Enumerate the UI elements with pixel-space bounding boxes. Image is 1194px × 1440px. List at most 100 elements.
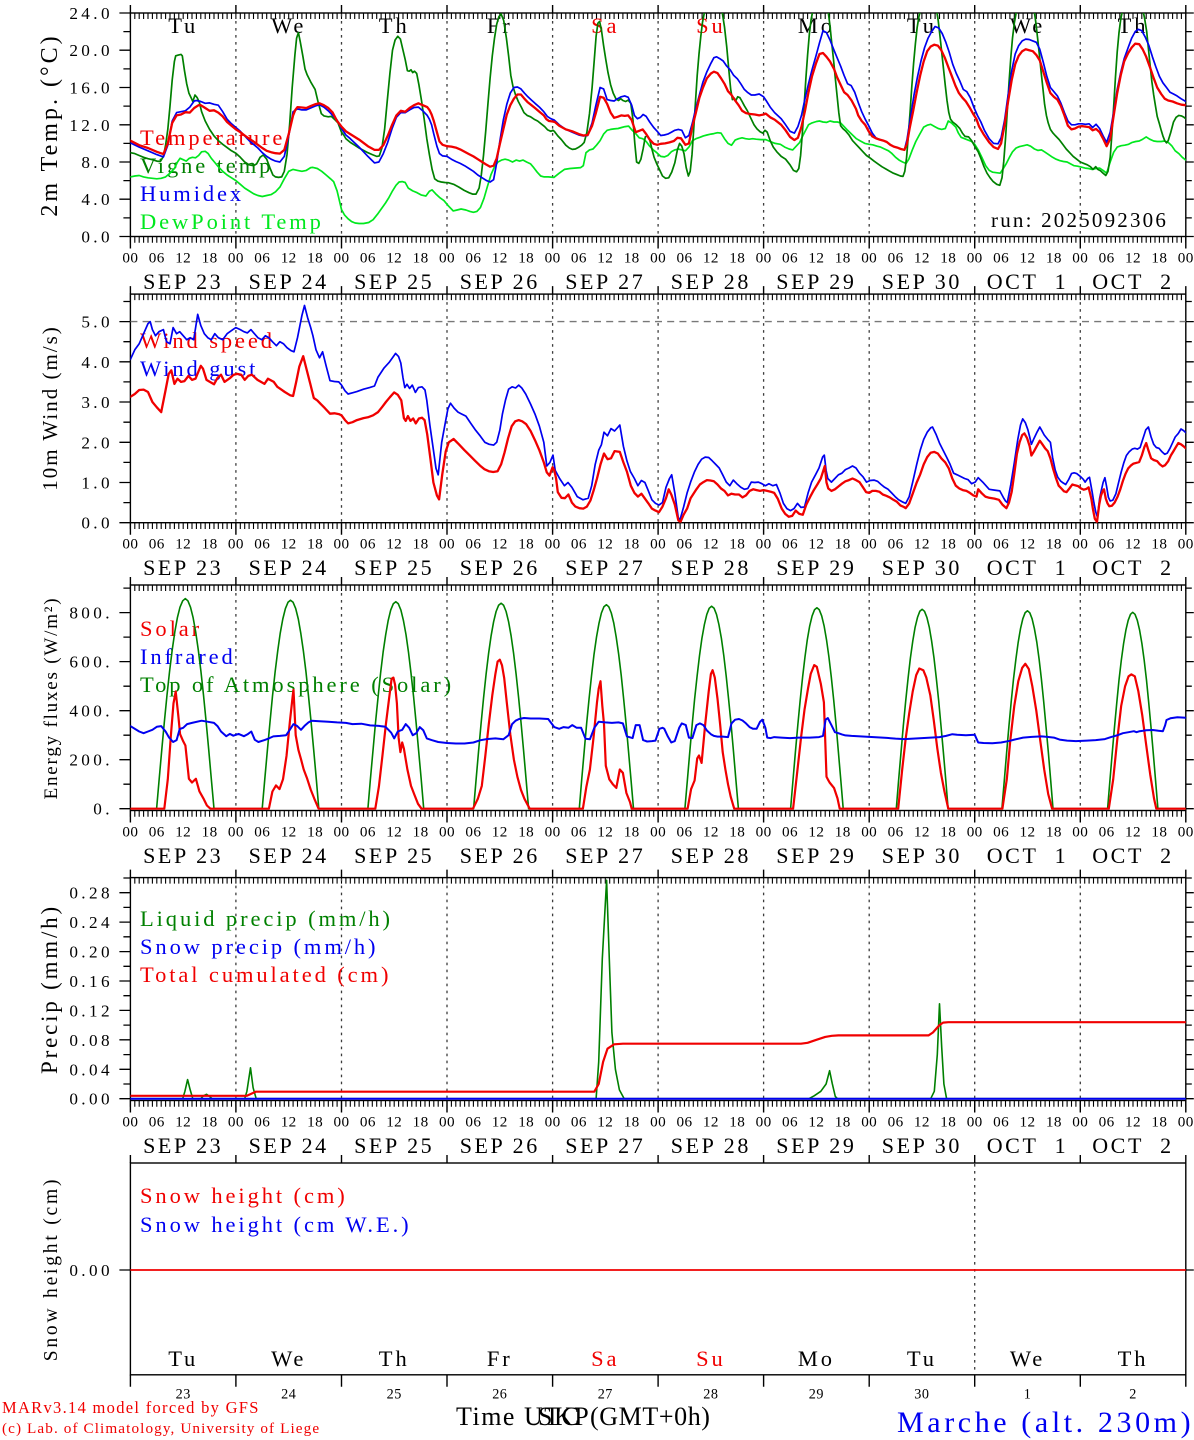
svg-text:8.0: 8.0 (81, 153, 113, 172)
svg-text:06: 06 (360, 1113, 376, 1130)
svg-text:SEP 25: SEP 25 (354, 269, 434, 294)
svg-text:Tu: Tu (168, 13, 198, 38)
svg-text:12: 12 (703, 823, 719, 840)
svg-text:24.0: 24.0 (69, 4, 113, 23)
svg-text:06: 06 (571, 1113, 587, 1130)
svg-text:00: 00 (756, 249, 772, 266)
svg-text:Liquid precip (mm/h): Liquid precip (mm/h) (140, 906, 393, 931)
svg-text:SEP 27: SEP 27 (565, 269, 645, 294)
svg-text:Th: Th (1118, 13, 1149, 38)
svg-text:Snow height (cm): Snow height (cm) (140, 1183, 348, 1208)
svg-text:18: 18 (1151, 249, 1167, 266)
svg-text:12: 12 (597, 249, 613, 266)
svg-text:00: 00 (861, 1113, 877, 1130)
svg-text:00: 00 (650, 536, 666, 553)
svg-text:00: 00 (122, 249, 138, 266)
svg-text:12: 12 (914, 1113, 930, 1130)
svg-text:06: 06 (360, 823, 376, 840)
svg-text:Tu: Tu (168, 1346, 198, 1371)
svg-text:2m Temp. (°C): 2m Temp. (°C) (37, 33, 63, 216)
svg-text:00: 00 (228, 536, 244, 553)
svg-text:00: 00 (861, 536, 877, 553)
svg-text:SEP 24: SEP 24 (249, 269, 329, 294)
svg-text:18: 18 (202, 536, 218, 553)
svg-text:06: 06 (149, 536, 165, 553)
svg-text:00: 00 (1072, 536, 1088, 553)
svg-text:18: 18 (729, 249, 745, 266)
svg-text:12: 12 (1020, 249, 1036, 266)
svg-text:(GMT+0h): (GMT+0h) (590, 1402, 711, 1431)
svg-text:OCT 1: OCT 1 (987, 555, 1069, 580)
svg-text:16.0: 16.0 (69, 79, 113, 98)
svg-text:06: 06 (993, 536, 1009, 553)
svg-text:00: 00 (439, 536, 455, 553)
svg-text:18: 18 (729, 536, 745, 553)
svg-text:00: 00 (122, 1113, 138, 1130)
svg-text:06: 06 (677, 823, 693, 840)
svg-text:25: 25 (387, 1387, 402, 1403)
svg-text:12: 12 (1125, 823, 1141, 840)
svg-text:06: 06 (254, 1113, 270, 1130)
svg-text:400.: 400. (69, 702, 113, 721)
svg-text:OCT 2: OCT 2 (1092, 843, 1174, 868)
svg-text:12: 12 (175, 1113, 191, 1130)
svg-text:DewPoint Temp: DewPoint Temp (140, 209, 324, 234)
svg-text:1.0: 1.0 (81, 474, 113, 493)
svg-text:Fr: Fr (487, 1346, 513, 1371)
svg-text:12: 12 (386, 536, 402, 553)
svg-text:We: We (271, 13, 306, 38)
svg-text:00: 00 (756, 536, 772, 553)
svg-text:06: 06 (465, 823, 481, 840)
svg-text:4.0: 4.0 (81, 190, 113, 209)
svg-text:Th: Th (1118, 1346, 1149, 1371)
svg-text:06: 06 (677, 536, 693, 553)
svg-text:12: 12 (386, 1113, 402, 1130)
svg-text:06: 06 (782, 1113, 798, 1130)
svg-text:30: 30 (914, 1387, 929, 1403)
svg-text:00: 00 (1072, 823, 1088, 840)
svg-text:Snow precip (mm/h): Snow precip (mm/h) (140, 934, 378, 959)
svg-text:SEP 29: SEP 29 (776, 269, 856, 294)
svg-text:SEP 29: SEP 29 (776, 555, 856, 580)
svg-text:18: 18 (1151, 823, 1167, 840)
svg-text:SEP 26: SEP 26 (460, 1133, 540, 1158)
svg-text:SEP 30: SEP 30 (882, 555, 962, 580)
svg-text:00: 00 (756, 823, 772, 840)
svg-text:800.: 800. (69, 604, 113, 623)
svg-text:06: 06 (465, 1113, 481, 1130)
svg-text:00: 00 (334, 249, 350, 266)
svg-text:Su: Su (696, 1346, 726, 1371)
svg-text:00: 00 (439, 249, 455, 266)
svg-text:06: 06 (149, 823, 165, 840)
svg-text:OCT 1: OCT 1 (987, 1133, 1069, 1158)
svg-text:12: 12 (1125, 1113, 1141, 1130)
svg-text:00: 00 (756, 1113, 772, 1130)
svg-text:00: 00 (334, 823, 350, 840)
svg-text:SEP 30: SEP 30 (882, 1133, 962, 1158)
svg-text:00: 00 (1178, 1113, 1194, 1130)
svg-text:18: 18 (1151, 1113, 1167, 1130)
svg-text:Humidex: Humidex (140, 181, 244, 206)
svg-text:00: 00 (545, 823, 561, 840)
svg-text:18: 18 (1151, 536, 1167, 553)
svg-text:run: 2025092306: run: 2025092306 (991, 208, 1168, 232)
svg-text:06: 06 (677, 1113, 693, 1130)
svg-text:12: 12 (703, 249, 719, 266)
svg-text:06: 06 (888, 1113, 904, 1130)
svg-text:00: 00 (545, 536, 561, 553)
svg-text:00: 00 (861, 249, 877, 266)
svg-text:06: 06 (1099, 1113, 1115, 1130)
svg-text:18: 18 (835, 536, 851, 553)
svg-text:SEP 27: SEP 27 (565, 555, 645, 580)
svg-text:06: 06 (1099, 536, 1115, 553)
svg-text:00: 00 (228, 249, 244, 266)
svg-text:Tu: Tu (907, 13, 937, 38)
svg-text:SEP 28: SEP 28 (671, 1133, 751, 1158)
svg-text:We: We (271, 1346, 306, 1371)
svg-text:SEP 29: SEP 29 (776, 843, 856, 868)
svg-text:12: 12 (808, 536, 824, 553)
svg-text:Total cumulated (cm): Total cumulated (cm) (140, 962, 391, 987)
svg-text:18: 18 (1046, 249, 1062, 266)
svg-text:18: 18 (940, 249, 956, 266)
svg-text:18: 18 (307, 1113, 323, 1130)
